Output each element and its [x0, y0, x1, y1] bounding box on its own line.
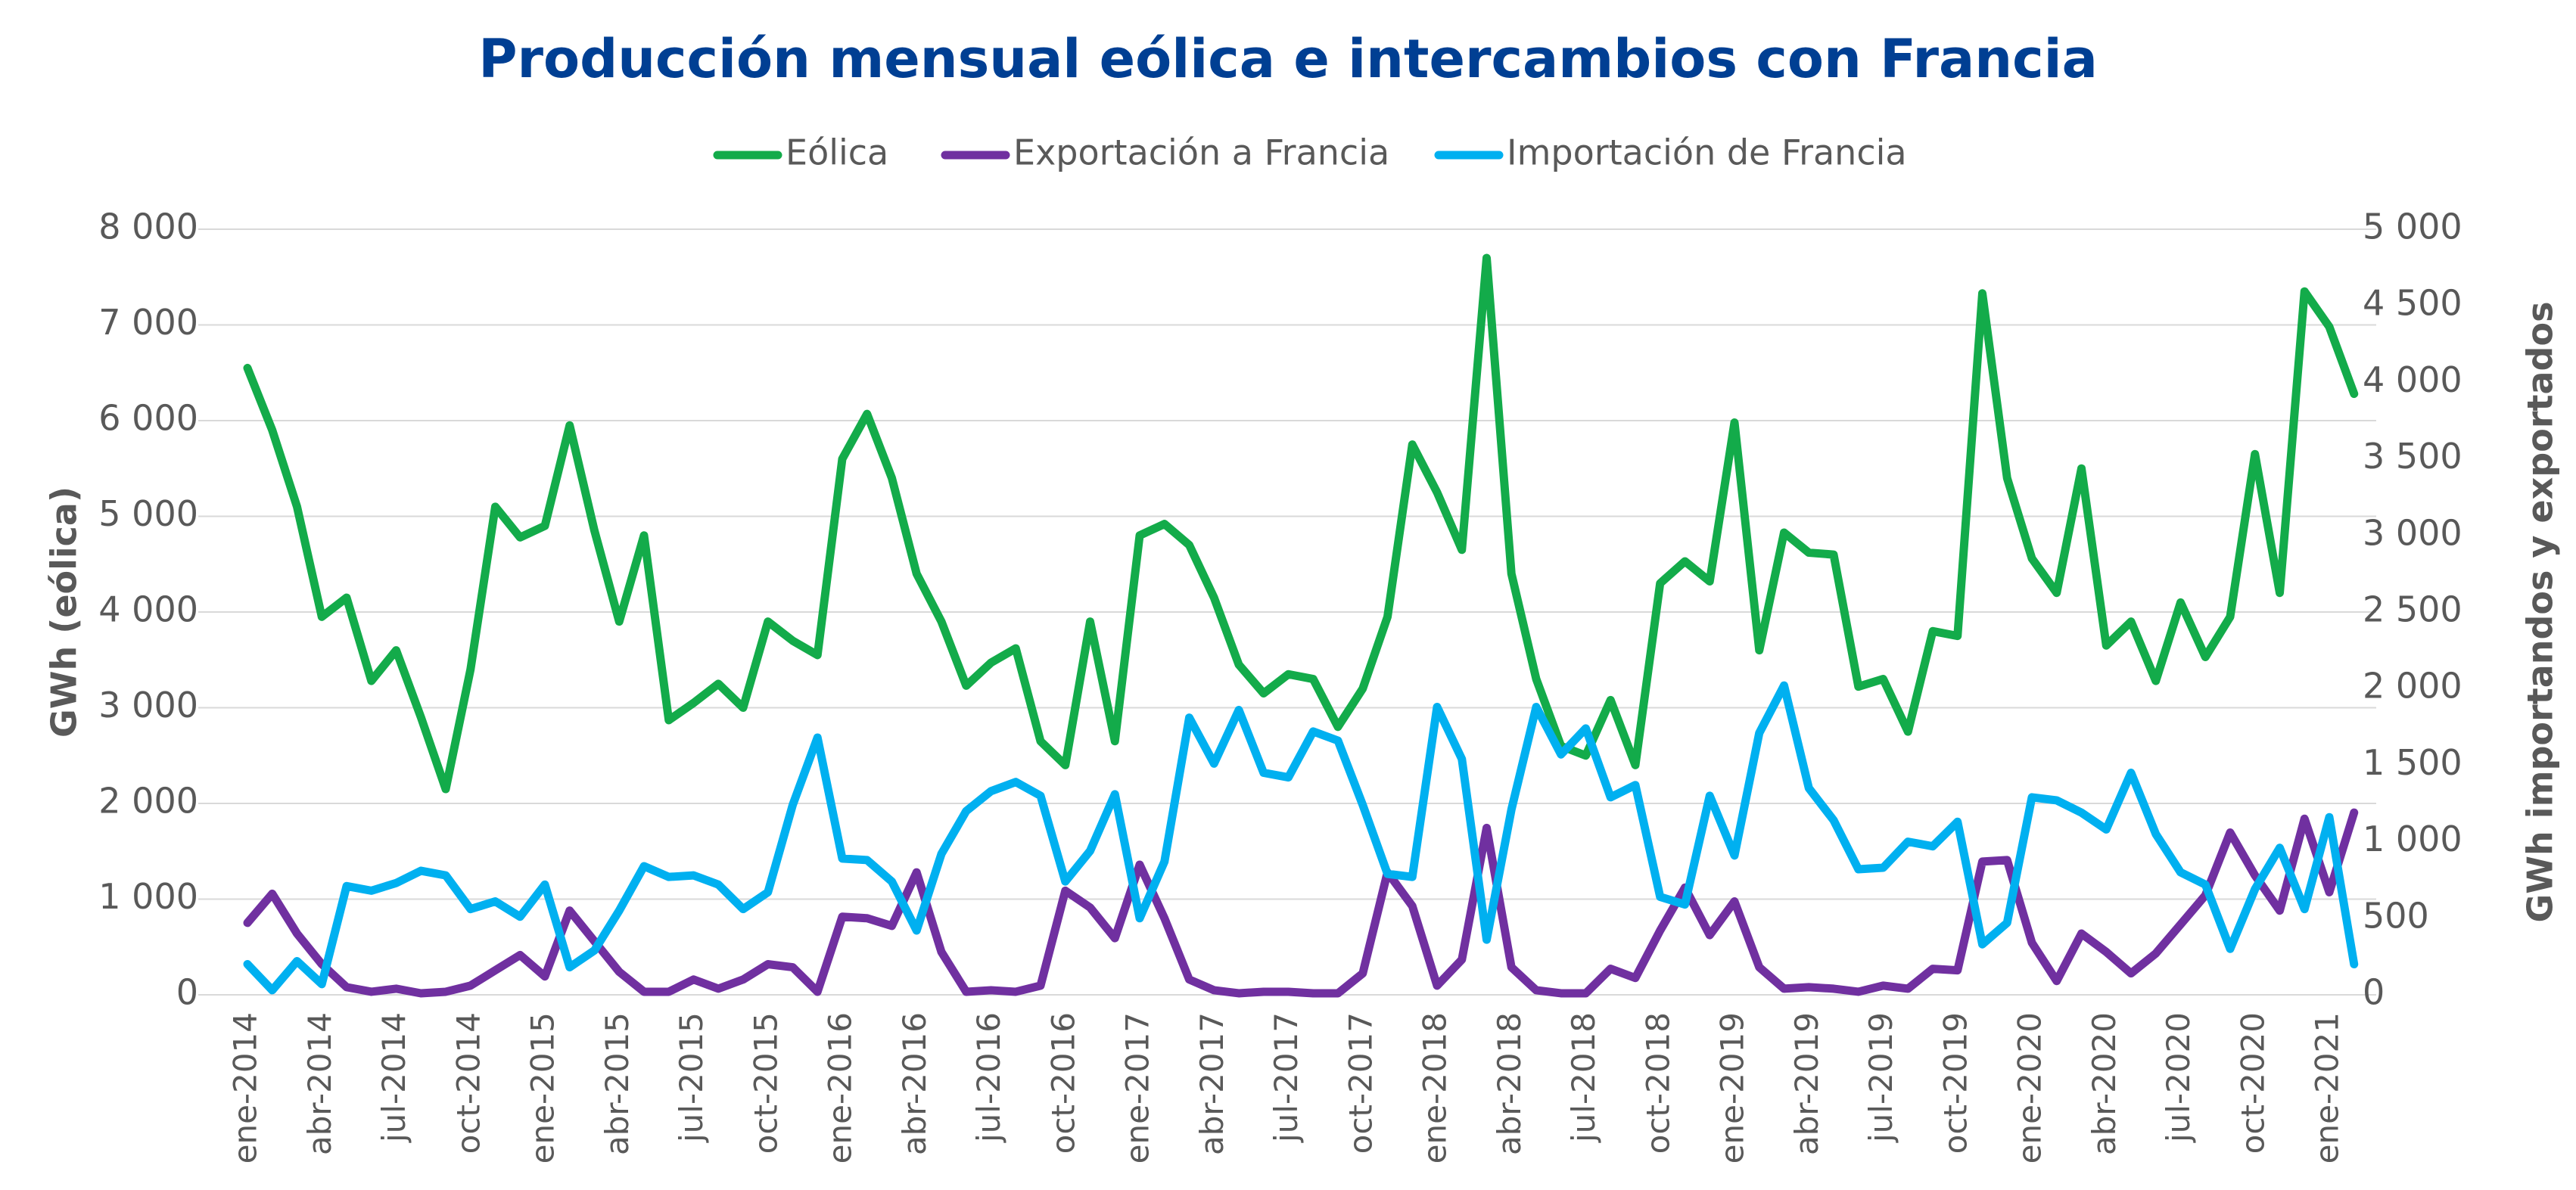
x-tick-label: ene-2021	[2309, 1012, 2346, 1164]
y-tick-label: 6 000	[98, 398, 198, 439]
x-tick-label: oct-2014	[450, 1012, 487, 1154]
y2-tick-label: 1 500	[2363, 742, 2462, 783]
y2-axis-title: GWh importandos y exportados	[2520, 302, 2561, 923]
x-tick-label: abr-2018	[1491, 1012, 1528, 1155]
x-tick-label: jul-2019	[1862, 1012, 1899, 1143]
y2-tick-label: 0	[2363, 972, 2385, 1013]
x-tick-label: ene-2016	[822, 1012, 859, 1164]
x-tick-label: ene-2014	[227, 1012, 264, 1164]
x-tick-label: jul-2015	[673, 1012, 710, 1143]
y2-tick-label: 3 000	[2363, 512, 2462, 553]
x-tick-label: abr-2020	[2086, 1012, 2123, 1155]
x-tick-label: jul-2017	[1268, 1012, 1305, 1143]
y2-tick-label: 1 000	[2363, 819, 2462, 859]
x-tick-label: oct-2019	[1937, 1012, 1974, 1154]
y-tick-label: 1 000	[98, 876, 198, 917]
y-tick-label: 2 000	[98, 781, 198, 822]
x-tick-label: ene-2020	[2011, 1012, 2049, 1164]
legend-label: Importación de Francia	[1507, 132, 1907, 173]
x-tick-label: abr-2015	[599, 1012, 636, 1155]
x-tick-label: abr-2019	[1788, 1012, 1825, 1155]
series-line	[243, 681, 2359, 995]
chart-title: Producción mensual eólica e intercambios…	[478, 28, 2098, 90]
y2-tick-label: 2 500	[2363, 589, 2462, 630]
x-tick-label: ene-2017	[1119, 1012, 1156, 1164]
x-tick-label: oct-2018	[1639, 1012, 1676, 1154]
y2-tick-label: 2 000	[2363, 666, 2462, 707]
y-axis-title: GWh (eólica)	[44, 486, 85, 738]
x-tick-label: jul-2016	[970, 1012, 1007, 1143]
y-tick-label: 4 000	[98, 589, 198, 630]
x-tick-label: jul-2020	[2160, 1012, 2197, 1143]
x-tick-label: abr-2016	[896, 1012, 933, 1155]
y2-tick-label: 500	[2363, 895, 2429, 936]
x-tick-label: abr-2014	[301, 1012, 338, 1155]
y2-tick-label: 4 000	[2363, 359, 2462, 400]
x-tick-label: oct-2020	[2234, 1012, 2271, 1154]
y-tick-label: 5 000	[98, 493, 198, 534]
x-tick-label: ene-2019	[1714, 1012, 1751, 1164]
series-line	[243, 808, 2359, 998]
x-tick-label: oct-2016	[1044, 1012, 1081, 1154]
y2-tick-label: 3 500	[2363, 436, 2462, 477]
legend-label: Eólica	[786, 132, 888, 173]
x-tick-label: jul-2018	[1565, 1012, 1602, 1143]
y-tick-label: 0	[176, 972, 198, 1013]
y-tick-label: 7 000	[98, 302, 198, 343]
y-tick-label: 8 000	[98, 207, 198, 247]
legend-label: Exportación a Francia	[1013, 132, 1389, 173]
x-tick-label: oct-2017	[1342, 1012, 1379, 1154]
y2-tick-label: 4 500	[2363, 283, 2462, 324]
series-line	[243, 253, 2359, 794]
x-tick-label: jul-2014	[375, 1012, 412, 1143]
x-tick-label: abr-2017	[1193, 1012, 1230, 1155]
x-tick-label: ene-2018	[1417, 1012, 1454, 1164]
y2-tick-label: 5 000	[2363, 207, 2462, 247]
y-tick-label: 3 000	[98, 685, 198, 725]
x-tick-label: oct-2015	[747, 1012, 784, 1154]
x-tick-label: ene-2015	[524, 1012, 562, 1164]
